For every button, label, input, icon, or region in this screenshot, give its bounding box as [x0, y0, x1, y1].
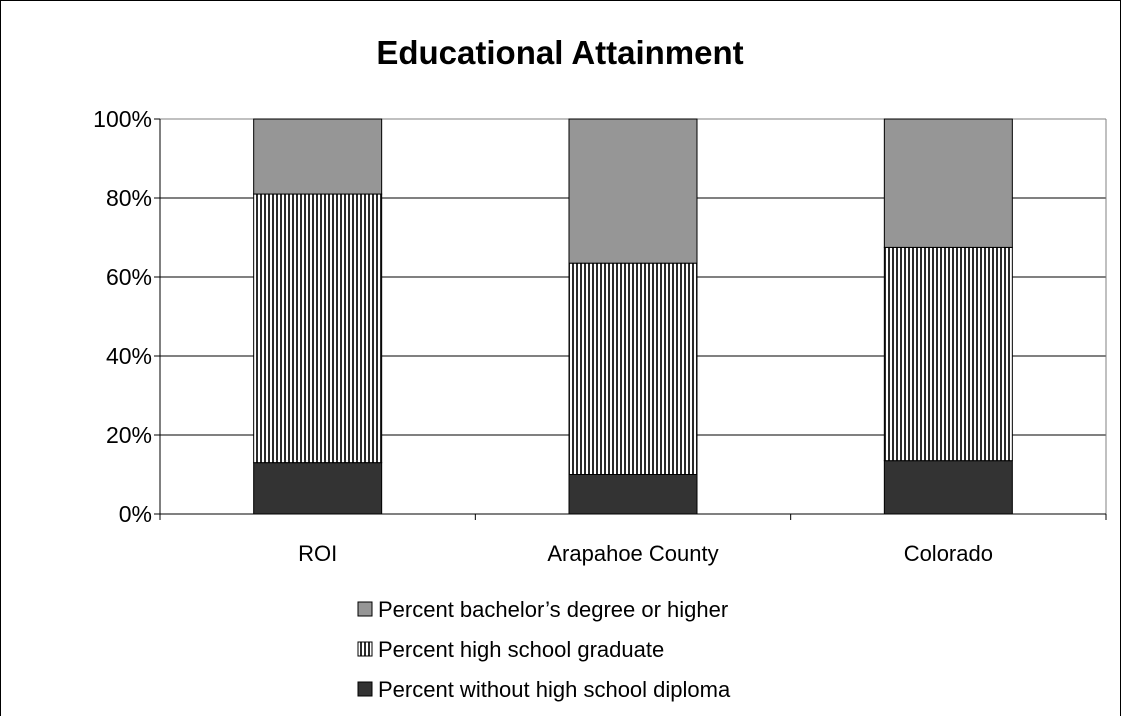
- x-category-label: Colorado: [904, 541, 993, 566]
- legend-label: Percent without high school diploma: [378, 677, 731, 702]
- legend-swatch: [357, 681, 373, 697]
- x-axis: ROI Arapahoe County Colorado: [159, 514, 1107, 566]
- y-tick-label: 60%: [106, 264, 152, 290]
- legend-label: Percent bachelor’s degree or higher: [378, 597, 728, 622]
- bar-segment: [883, 118, 1013, 248]
- y-tick-label: 20%: [106, 422, 152, 448]
- bars: [253, 118, 1013, 515]
- y-tick-label: 40%: [106, 343, 152, 369]
- bar-segment: [883, 246, 1013, 462]
- bar-segment: [253, 462, 383, 515]
- legend-label: Percent high school graduate: [378, 637, 664, 662]
- bar-segment: [253, 193, 383, 464]
- y-axis: 0% 20% 40% 60% 80% 100%: [93, 106, 1106, 527]
- legend: Percent bachelor’s degree or higher Perce…: [357, 597, 731, 702]
- bar-segment: [253, 118, 383, 195]
- bar-segment: [568, 474, 698, 515]
- y-tick-label: 100%: [93, 106, 152, 132]
- legend-swatch: [357, 641, 373, 657]
- bar-segment: [568, 262, 698, 475]
- chart-title: Educational Attainment: [376, 34, 743, 71]
- bar-segment: [568, 118, 698, 264]
- y-tick-label: 0%: [119, 501, 152, 527]
- x-category-label: ROI: [298, 541, 337, 566]
- y-tick-label: 80%: [106, 185, 152, 211]
- legend-swatch: [357, 601, 373, 617]
- bar-segment: [883, 460, 1013, 515]
- x-category-label: Arapahoe County: [547, 541, 718, 566]
